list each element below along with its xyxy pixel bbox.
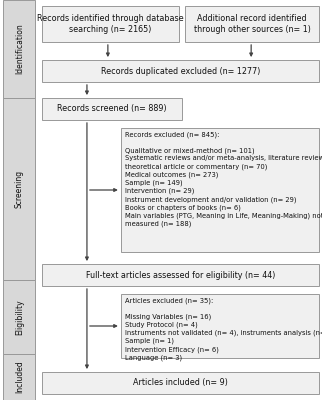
- Text: Screening: Screening: [15, 170, 24, 208]
- Text: Articles included (n= 9): Articles included (n= 9): [133, 378, 228, 388]
- Text: Articles excluded (n= 35):

Missing Variables (n= 16)
Study Protocol (n= 4)
Inst: Articles excluded (n= 35): Missing Varia…: [125, 297, 322, 361]
- Bar: [42, 6, 179, 42]
- Text: Additional record identified
through other sources (n= 1): Additional record identified through oth…: [194, 14, 310, 34]
- Bar: [3, 280, 35, 354]
- Bar: [3, 0, 35, 98]
- Bar: [121, 294, 319, 358]
- Text: Full-text articles assessed for eligibility (n= 44): Full-text articles assessed for eligibil…: [86, 270, 275, 280]
- Text: Records duplicated excluded (n= 1277): Records duplicated excluded (n= 1277): [101, 66, 260, 76]
- Text: Identification: Identification: [15, 24, 24, 74]
- Text: Eligibility: Eligibility: [15, 299, 24, 335]
- Bar: [3, 354, 35, 400]
- Bar: [185, 6, 319, 42]
- Bar: [42, 264, 319, 286]
- Text: Records screened (n= 889): Records screened (n= 889): [57, 104, 167, 114]
- Bar: [42, 60, 319, 82]
- Bar: [42, 98, 182, 120]
- Text: Records excluded (n= 845):

Qualitative or mixed-method (n= 101)
Systematic revi: Records excluded (n= 845): Qualitative o…: [125, 131, 322, 228]
- Text: Records identified through database
searching (n= 2165): Records identified through database sear…: [37, 14, 184, 34]
- Bar: [3, 98, 35, 280]
- Bar: [42, 372, 319, 394]
- Bar: [121, 128, 319, 252]
- Text: Included: Included: [15, 361, 24, 393]
